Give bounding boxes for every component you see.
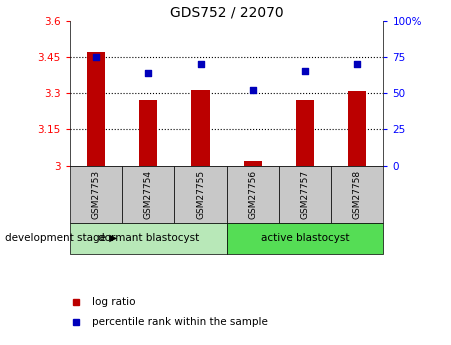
- Bar: [191, 90, 210, 166]
- Bar: [70, 166, 122, 223]
- Text: GSM27756: GSM27756: [248, 169, 257, 219]
- Point: [92, 54, 100, 60]
- Bar: [226, 223, 383, 254]
- Point: [145, 70, 152, 76]
- Text: active blastocyst: active blastocyst: [261, 233, 349, 243]
- Text: GSM27754: GSM27754: [144, 169, 153, 219]
- Point: [249, 88, 256, 93]
- Bar: [279, 166, 331, 223]
- Bar: [296, 100, 314, 166]
- Bar: [139, 100, 157, 166]
- Text: log ratio: log ratio: [92, 297, 135, 307]
- Text: development stage ▶: development stage ▶: [5, 233, 117, 243]
- Bar: [70, 223, 226, 254]
- Bar: [331, 166, 383, 223]
- Text: dormant blastocyst: dormant blastocyst: [97, 233, 199, 243]
- Bar: [348, 91, 366, 166]
- Bar: [122, 166, 175, 223]
- Bar: [244, 161, 262, 166]
- Bar: [175, 166, 226, 223]
- Text: percentile rank within the sample: percentile rank within the sample: [92, 317, 268, 327]
- Point: [197, 61, 204, 67]
- Point: [301, 69, 308, 74]
- Text: GSM27755: GSM27755: [196, 169, 205, 219]
- Point: [354, 61, 361, 67]
- Bar: [226, 166, 279, 223]
- Bar: [87, 52, 105, 166]
- Text: GSM27753: GSM27753: [92, 169, 101, 219]
- Title: GDS752 / 22070: GDS752 / 22070: [170, 6, 283, 20]
- Text: GSM27758: GSM27758: [353, 169, 362, 219]
- Text: GSM27757: GSM27757: [300, 169, 309, 219]
